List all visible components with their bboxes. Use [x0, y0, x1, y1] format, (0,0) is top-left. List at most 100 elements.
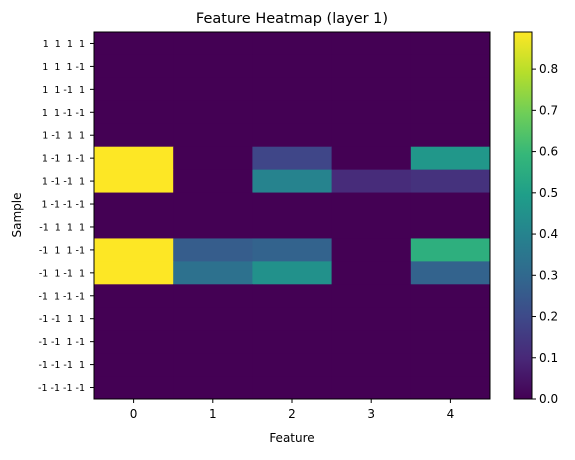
heatmap-cell — [252, 77, 333, 102]
heatmap-cell — [410, 77, 491, 102]
colorbar-tick-label: 0.3 — [539, 268, 558, 282]
colorbar-tick-label: 0.7 — [539, 103, 558, 117]
heatmap-cell — [410, 54, 491, 79]
heatmap-cell — [94, 353, 174, 377]
heatmap-cell — [94, 238, 174, 262]
heatmap-cell — [173, 32, 253, 56]
heatmap-cell — [252, 32, 333, 56]
heatmap-cell — [252, 169, 333, 194]
heatmap-cell — [252, 54, 333, 79]
heatmap-cell — [173, 238, 253, 262]
heatmap-cell — [410, 123, 491, 148]
heatmap-cell — [173, 123, 253, 148]
colorbar-tick-label: 0.0 — [539, 392, 558, 406]
heatmap-cell — [410, 192, 491, 216]
y-axis-ticks: 1 1 1 1 1 1 1 -1 1 1 -1 1 1 1 -1 -1 1 -1 1 1… — [38, 39, 94, 394]
heatmap-cell — [173, 353, 253, 377]
y-tick-label: 1 -1 -1 1 — [42, 177, 85, 188]
y-axis-label: Sample — [10, 193, 24, 238]
heatmap-cell — [252, 215, 333, 239]
y-tick-label: -1 1 -1 -1 — [38, 291, 85, 302]
y-tick-label: 1 1 1 1 — [43, 39, 85, 50]
heatmap-cell — [94, 307, 174, 331]
heatmap-cell — [331, 192, 412, 216]
y-tick-label: -1 -1 1 1 — [39, 314, 85, 325]
heatmap-cell — [94, 123, 174, 148]
heatmap-cell — [94, 169, 174, 194]
x-axis-ticks: 0 1 2 3 4 — [130, 399, 454, 421]
x-tick-label: 2 — [288, 407, 296, 421]
heatmap-cell — [331, 77, 412, 102]
heatmap-cell — [94, 54, 174, 79]
y-tick-label: -1 1 -1 1 — [39, 268, 85, 279]
heatmap-cell — [252, 146, 333, 171]
heatmap-cell — [173, 169, 253, 194]
heatmap-cell — [252, 330, 333, 354]
heatmap-cell — [94, 100, 174, 125]
colorbar-tick-label: 0.6 — [539, 145, 558, 159]
heatmap-cell — [331, 238, 412, 262]
heatmap-cell — [410, 238, 491, 262]
heatmap-cell — [410, 32, 491, 56]
colorbar-tick-label: 0.4 — [539, 227, 558, 241]
heatmap-cell — [331, 123, 412, 148]
heatmap-cell — [410, 284, 491, 308]
heatmap-cell — [252, 307, 333, 331]
heatmap-cell — [331, 330, 412, 354]
heatmap-cell — [94, 284, 174, 308]
heatmap-cell — [410, 261, 491, 285]
heatmap-cell — [94, 192, 174, 216]
heatmap-cell — [173, 307, 253, 331]
heatmap-cell — [173, 192, 253, 216]
heatmap-cell — [331, 146, 412, 171]
heatmap-cell — [410, 307, 491, 331]
y-tick-label: -1 1 1 1 — [39, 222, 85, 233]
heatmap-cell — [94, 77, 174, 102]
colorbar-tick-label: 0.8 — [539, 62, 558, 76]
heatmap-cell — [252, 353, 333, 377]
heatmap-cell — [252, 100, 333, 125]
heatmap-cell — [94, 146, 174, 171]
heatmap-cells — [94, 32, 491, 400]
heatmap-cell — [252, 376, 333, 400]
heatmap-cell — [331, 169, 412, 194]
heatmap-cell — [173, 100, 253, 125]
heatmap-cell — [94, 376, 174, 400]
heatmap-cell — [173, 261, 253, 285]
heatmap-cell — [331, 376, 412, 400]
y-tick-label: 1 1 1 -1 — [42, 62, 85, 73]
heatmap-cell — [94, 32, 174, 56]
heatmap-cell — [173, 330, 253, 354]
y-tick-label: 1 1 -1 -1 — [42, 108, 85, 119]
heatmap-cell — [331, 353, 412, 377]
heatmap-cell — [173, 77, 253, 102]
y-tick-label: -1 1 1 -1 — [39, 245, 85, 256]
colorbar — [513, 31, 533, 400]
heatmap-cell — [331, 215, 412, 239]
heatmap-cell — [252, 192, 333, 216]
x-tick-label: 1 — [209, 407, 217, 421]
heatmap-cell — [252, 238, 333, 262]
colorbar-tick-label: 0.1 — [539, 351, 558, 365]
heatmap-cell — [410, 330, 491, 354]
x-tick-label: 0 — [130, 407, 138, 421]
y-tick-label: 1 -1 1 -1 — [42, 154, 85, 165]
heatmap-cell — [173, 146, 253, 171]
heatmap-cell — [331, 32, 412, 56]
heatmap-cell — [94, 261, 174, 285]
heatmap-cell — [331, 100, 412, 125]
y-tick-label: -1 -1 -1 1 — [38, 360, 85, 371]
heatmap-cell — [410, 169, 491, 194]
y-tick-label: -1 -1 -1 -1 — [38, 383, 85, 394]
x-axis-label: Feature — [269, 431, 314, 445]
heatmap-cell — [252, 123, 333, 148]
heatmap-cell — [94, 330, 174, 354]
y-tick-label: -1 -1 1 -1 — [38, 337, 85, 348]
y-tick-label: 1 1 -1 1 — [42, 85, 85, 96]
heatmap-cell — [410, 100, 491, 125]
colorbar-tick-label: 0.5 — [539, 186, 558, 200]
heatmap-cell — [331, 261, 412, 285]
y-tick-label: 1 -1 1 1 — [42, 131, 85, 142]
